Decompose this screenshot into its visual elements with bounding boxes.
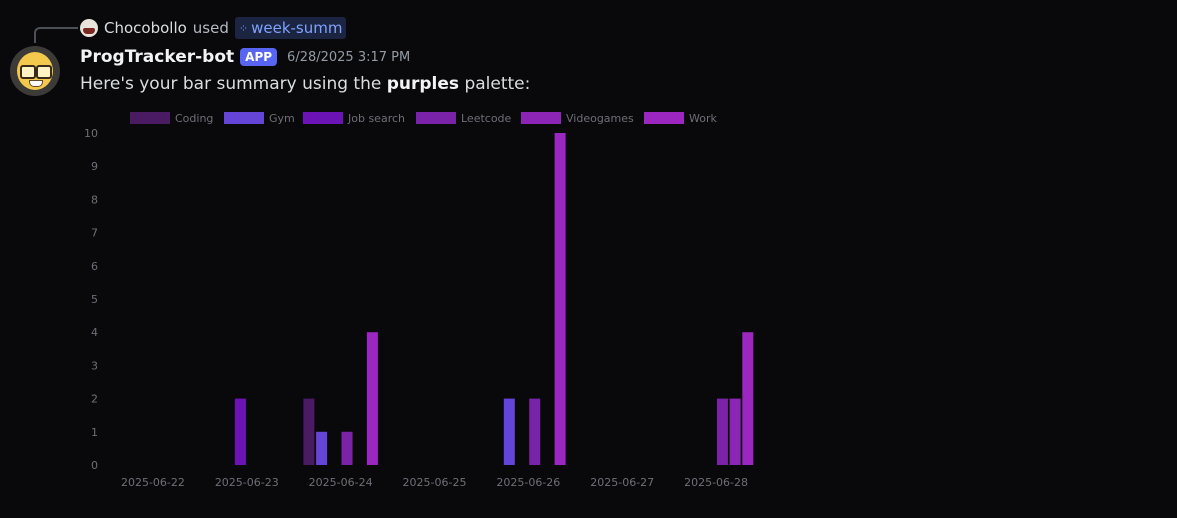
message-text-before: Here's your bar summary using the (80, 74, 387, 94)
y-tick-label: 10 (84, 127, 98, 140)
y-tick-label: 0 (91, 459, 98, 472)
x-tick-label: 2025-06-28 (684, 476, 748, 489)
x-tick-label: 2025-06-27 (590, 476, 654, 489)
bar-leetcode[interactable] (716, 398, 728, 465)
bar-coding[interactable] (303, 398, 315, 465)
message-header: ProgTracker-bot APP 6/28/2025 3:17 PM (80, 47, 410, 67)
nerd-face-icon (17, 52, 53, 90)
legend-label[interactable]: Job search (347, 112, 405, 125)
x-tick-label: 2025-06-26 (496, 476, 560, 489)
bar-job-search[interactable] (234, 398, 246, 465)
bot-name[interactable]: ProgTracker-bot (80, 47, 235, 67)
bar-gym[interactable] (503, 398, 515, 465)
y-tick-label: 2 (91, 393, 98, 406)
legend-swatch[interactable] (130, 112, 170, 124)
legend-swatch[interactable] (224, 112, 264, 124)
x-tick-label: 2025-06-25 (403, 476, 467, 489)
message-timestamp[interactable]: 6/28/2025 3:17 PM (287, 49, 411, 65)
reply-used-text: used (192, 19, 229, 37)
legend-swatch[interactable] (416, 112, 456, 124)
bar-chart: Coding Gym Job search Leetcode Videogames Wor… (84, 112, 754, 489)
palette-name: purples (386, 74, 460, 94)
y-tick-label: 7 (91, 227, 98, 240)
bar-leetcode[interactable] (529, 398, 541, 465)
x-tick-label: 2025-06-24 (309, 476, 373, 489)
bar-leetcode[interactable] (341, 431, 353, 465)
reply-user-name[interactable]: Chocobollo (104, 19, 187, 37)
app-command-icon: ⁘ (238, 21, 249, 35)
y-tick-label: 3 (91, 359, 98, 372)
legend-label[interactable]: Work (689, 112, 717, 125)
y-tick-label: 8 (91, 193, 98, 206)
y-tick-label: 4 (91, 326, 98, 339)
bar-work[interactable] (554, 133, 566, 465)
legend-label[interactable]: Leetcode (461, 112, 512, 125)
reply-context[interactable]: Chocobollo used ⁘ week-summ (80, 17, 347, 39)
bar-gym[interactable] (316, 431, 328, 465)
message-content: Here's your bar summary using the purple… (80, 74, 530, 94)
reply-user-avatar[interactable] (80, 19, 98, 37)
message-text-after: palette: (459, 74, 531, 94)
legend-label[interactable]: Gym (269, 112, 295, 125)
legend-swatch[interactable] (644, 112, 684, 124)
app-badge: APP (240, 48, 278, 66)
legend-label[interactable]: Coding (175, 112, 213, 125)
reply-connector (34, 27, 78, 43)
x-tick-label: 2025-06-23 (215, 476, 279, 489)
y-tick-label: 1 (91, 426, 98, 439)
legend-swatch[interactable] (521, 112, 561, 124)
y-tick-label: 6 (91, 260, 98, 273)
legend-label[interactable]: Videogames (566, 112, 634, 125)
y-tick-label: 9 (91, 160, 98, 173)
y-tick-label: 5 (91, 293, 98, 306)
bar-work[interactable] (366, 332, 378, 465)
bot-avatar[interactable] (10, 46, 60, 96)
slash-command-pill[interactable]: ⁘ week-summ (234, 17, 347, 39)
bar-videogames[interactable] (729, 398, 741, 465)
slash-command-name: week-summ (251, 19, 343, 37)
bar-work[interactable] (742, 332, 754, 465)
x-tick-label: 2025-06-22 (121, 476, 185, 489)
legend-swatch[interactable] (303, 112, 343, 124)
